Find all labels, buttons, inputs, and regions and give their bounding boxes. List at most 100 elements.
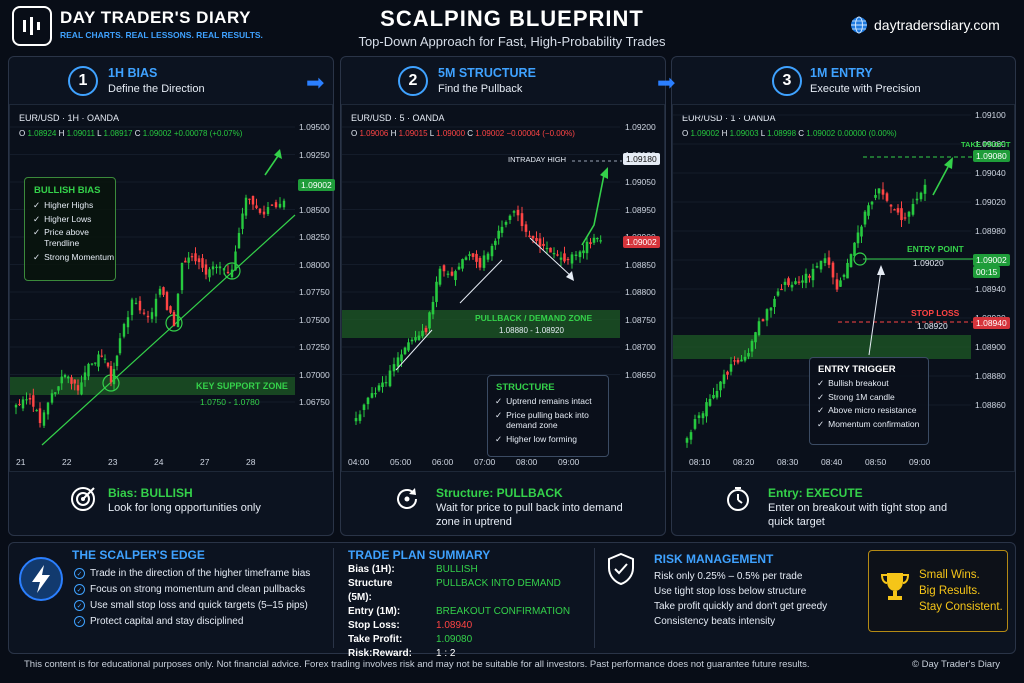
candle-body (589, 242, 592, 245)
candle-body (831, 262, 835, 278)
candle-body (176, 293, 180, 328)
check-icon: ✓ (33, 227, 41, 238)
candle-body (165, 292, 169, 310)
chart-1h-plot (10, 126, 296, 446)
brand-tagline: REAL CHARTS. REAL LESSONS. REAL RESULTS. (60, 30, 263, 40)
y-tick-label: 1.08000 (299, 259, 330, 270)
candle-body (750, 340, 754, 352)
edge-title: THE SCALPER'S EDGE (72, 548, 205, 562)
intraday-high-label: INTRADAY HIGH (508, 155, 567, 164)
trade-plan-row: Stop Loss: 1.08940 (348, 619, 598, 633)
chart-1m[interactable]: EUR/USD · 1 · OANDA O 1.09002 H 1.09003 … (672, 104, 1015, 472)
chart-symbol: EUR/USD · 5 · OANDA (351, 113, 445, 123)
trade-plan-label: Risk:Reward: (348, 648, 412, 659)
step-3-subtitle: Execute with Precision (810, 83, 921, 95)
candle-body (512, 211, 516, 213)
target-icon (71, 487, 95, 511)
trade-plan-value: BULLISH (436, 564, 478, 575)
candle-body (388, 370, 392, 387)
brand-logo (12, 6, 52, 46)
candle-body (797, 281, 801, 283)
chart-5m[interactable]: EUR/USD · 5 · OANDA O 1.09006 H 1.09015 … (341, 104, 665, 472)
candle-body (808, 275, 811, 278)
candle-body (538, 238, 542, 247)
candle-body (790, 284, 794, 288)
divider (594, 548, 595, 648)
candle-body (67, 376, 70, 379)
candle-body (819, 260, 823, 270)
y-tick-label: 1.06750 (299, 397, 330, 407)
candle-body (457, 266, 461, 270)
candle-body (60, 376, 63, 384)
y-tick-label: 1.09100 (975, 110, 1006, 120)
box-item: ✓ Strong 1M candle (817, 392, 928, 403)
candle-body (494, 240, 497, 246)
box-item-label: Strong 1M candle (828, 391, 895, 402)
candle-body (197, 258, 201, 263)
candle-body (421, 330, 424, 337)
swing-line (459, 259, 503, 304)
candle-body (358, 414, 362, 421)
page-title: SCALPING BLUEPRINT (380, 6, 644, 31)
candle-body (414, 337, 417, 341)
trophy-icon (880, 573, 910, 600)
check-icon: ✓ (495, 433, 503, 444)
candle-body (262, 211, 266, 215)
trade-plan-label: Entry (1M): (348, 606, 401, 617)
box-title: BULLISH BIAS (34, 185, 101, 196)
y-tick-label: 1.08500 (299, 204, 330, 215)
arrow-right-icon: ➡ (306, 70, 325, 95)
candle-body (740, 359, 743, 362)
x-tick-label: 07:00 (474, 457, 496, 467)
candle-body (697, 415, 701, 418)
divider (333, 548, 334, 648)
candle-body (508, 215, 512, 220)
candle-body (112, 369, 116, 385)
candle-body (787, 278, 790, 286)
candle-body (392, 364, 396, 372)
candle-body (486, 253, 490, 260)
candle-body (896, 208, 900, 213)
arrow-head (944, 157, 953, 169)
candle-body (50, 393, 54, 403)
candle-body (80, 382, 83, 395)
candle-body (28, 397, 32, 400)
candle-body (549, 247, 552, 253)
candle-body (278, 203, 282, 208)
motto-text: Small Wins. Big Results. Stay Consistent… (919, 567, 1003, 615)
website-link[interactable]: daytradersdiary.com (850, 16, 1000, 34)
y-tick-label: 1.07000 (299, 369, 330, 380)
candle-body (46, 402, 50, 415)
chart-1h[interactable]: EUR/USD · 1H · OANDA O 1.08924 H 1.09011… (9, 104, 335, 472)
x-tick-label: 08:00 (516, 457, 538, 467)
candle-body (237, 232, 241, 249)
candle-body (162, 287, 165, 295)
candle-body (172, 311, 176, 327)
candle-body (109, 365, 113, 383)
candle-body (736, 359, 740, 363)
candle-body (222, 268, 226, 271)
candle-body (184, 260, 187, 263)
candle-body (578, 251, 582, 258)
stop-loss-value: 1.08920 (917, 321, 948, 331)
y-tick-label: 1.07500 (299, 314, 330, 325)
candle-body (856, 232, 860, 244)
trade-plan-value: 1 : 2 (436, 648, 456, 659)
support-zone-range: 1.0750 - 1.0780 (200, 397, 260, 407)
candle-body (893, 209, 896, 211)
box-item-label: Momentum confirmation (828, 418, 920, 429)
box-item-label: Bullish breakout (828, 378, 889, 388)
brand-name: DAY TRADER'S DIARY (60, 8, 251, 27)
candle-body (835, 279, 839, 290)
ohlc-readout: O 1.08924 H 1.09011 L 1.08917 C 1.09002 … (19, 129, 243, 138)
intraday-high-tag: 1.09180 (623, 153, 660, 165)
candle-body (839, 280, 842, 287)
candle-body (435, 281, 438, 302)
check-icon: ✓ (495, 409, 503, 420)
check-icon: ✓ (817, 378, 825, 388)
entry-point-value: 1.09020 (913, 258, 944, 268)
candle-body (97, 354, 100, 367)
candle-body (201, 258, 204, 268)
candle-body (134, 302, 138, 305)
candle-body (827, 257, 831, 265)
